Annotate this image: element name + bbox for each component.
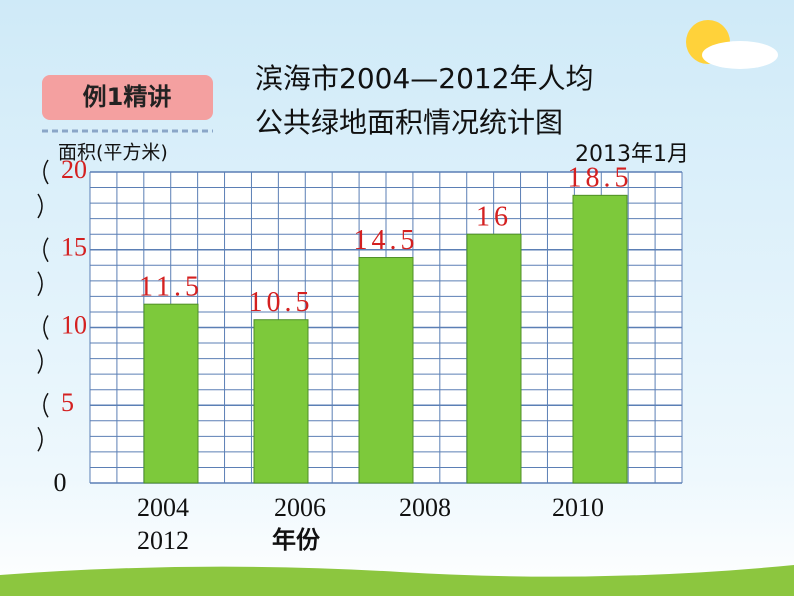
bar [143, 303, 199, 484]
sun [686, 20, 778, 69]
title: 滨海市2004—2012年人均 [255, 62, 594, 95]
bracket [43, 392, 49, 418]
grass [0, 565, 794, 596]
bracket [37, 271, 43, 297]
bar [253, 319, 309, 484]
bracket [37, 349, 43, 374]
value-label: 16 [476, 202, 512, 233]
bracket [37, 193, 43, 219]
y-tick-label: 5 [61, 388, 74, 417]
x-axis-label: 年份 [272, 526, 321, 554]
x-tick-label: 2010 [552, 493, 604, 522]
x-tick-label: 2006 [274, 493, 326, 522]
value-label: 10.5 [249, 287, 314, 318]
bar [358, 257, 414, 484]
date: 2013年1月 [575, 142, 689, 167]
y-tick-label: 0 [54, 468, 67, 497]
value-label: 11.5 [139, 272, 203, 303]
y-tick-label: 15 [61, 233, 87, 262]
title: 公共绿地面积情况统计图 [255, 106, 563, 139]
x-tick-label: 2012 [137, 526, 189, 555]
bracket [43, 315, 49, 340]
value-label: 14.5 [354, 225, 419, 256]
bracket [43, 237, 49, 263]
bar [572, 194, 628, 484]
badge-box [42, 75, 213, 120]
bar [466, 233, 522, 484]
y-tick-label: 10 [61, 310, 87, 339]
x-tick-label: 2004 [137, 493, 189, 522]
value-label: 18.5 [568, 163, 633, 194]
y-axis-label: 面积(平方米) [58, 142, 168, 164]
bracket [43, 159, 49, 185]
bracket [37, 426, 43, 452]
y-tick-label: 20 [61, 155, 87, 184]
x-tick-label: 2008 [399, 493, 451, 522]
badge: 例1精讲 [83, 83, 172, 111]
